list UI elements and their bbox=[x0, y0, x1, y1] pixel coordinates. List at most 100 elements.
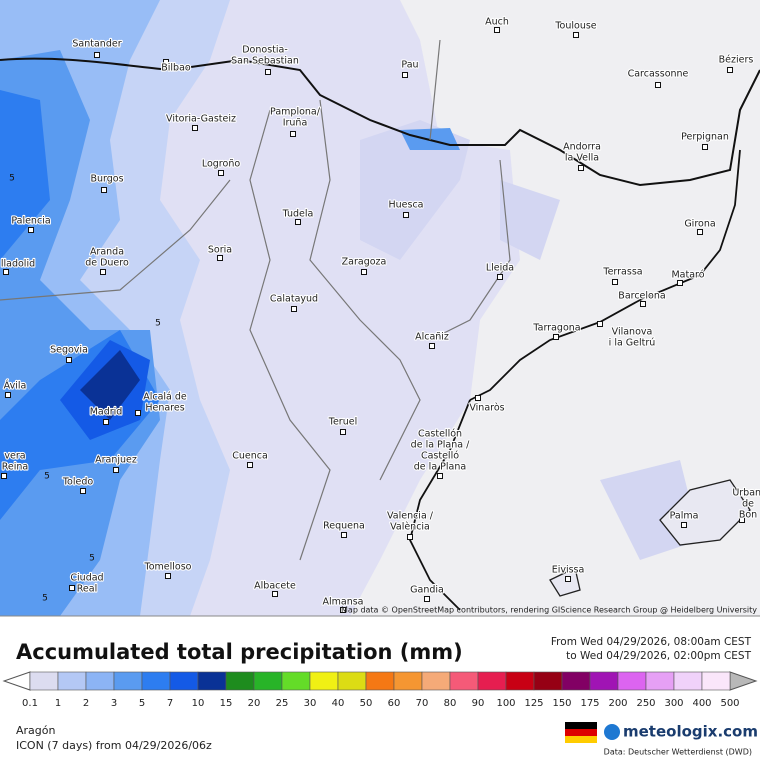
legend-label: 125 bbox=[524, 698, 543, 709]
city-marker bbox=[677, 280, 683, 286]
city-label: Bon bbox=[739, 510, 757, 521]
city-marker bbox=[437, 473, 443, 479]
legend-swatch bbox=[365, 671, 395, 691]
legend-label: 0.1 bbox=[22, 698, 38, 709]
city-marker bbox=[681, 522, 687, 528]
city-marker bbox=[3, 269, 9, 275]
city-marker bbox=[290, 131, 296, 137]
brand-logo bbox=[604, 724, 620, 740]
city-label: Soria bbox=[208, 245, 232, 256]
city-marker bbox=[66, 357, 72, 363]
legend-swatch bbox=[701, 671, 731, 691]
city-marker bbox=[429, 343, 435, 349]
city-label: Zaragoza bbox=[342, 257, 387, 268]
city-marker bbox=[739, 517, 745, 523]
city-marker bbox=[113, 467, 119, 473]
city-marker bbox=[103, 419, 109, 425]
legend-label: 30 bbox=[304, 698, 317, 709]
legend-swatch bbox=[29, 671, 59, 691]
model-info: ICON (7 days) from 04/29/2026/06z bbox=[16, 739, 212, 752]
legend-label: 25 bbox=[276, 698, 289, 709]
legend-label: 150 bbox=[552, 698, 571, 709]
city-label: Terrassa bbox=[602, 267, 642, 278]
city-label: Eivissa bbox=[552, 565, 585, 576]
city-marker bbox=[475, 395, 481, 401]
city-label: Teruel bbox=[328, 417, 357, 428]
city-label: Ciudad bbox=[70, 573, 103, 584]
city-label: Almansa bbox=[322, 597, 363, 608]
contour-label: 5 bbox=[9, 174, 15, 184]
city-marker bbox=[247, 462, 253, 468]
city-label: Palma bbox=[670, 511, 699, 522]
city-label: Real bbox=[77, 584, 97, 595]
brand[interactable]: meteologix.com bbox=[623, 723, 758, 741]
legend-label: 20 bbox=[248, 698, 261, 709]
legend-swatch bbox=[169, 671, 199, 691]
city-label: San Sebastian bbox=[231, 56, 299, 67]
legend-arrow-high bbox=[729, 671, 758, 691]
city-label: València bbox=[390, 522, 430, 533]
city-marker bbox=[272, 591, 278, 597]
city-label: Toulouse bbox=[554, 21, 596, 32]
city-label: Alcalá de bbox=[143, 392, 187, 403]
city-label: Santander bbox=[72, 39, 121, 50]
city-marker bbox=[217, 255, 223, 261]
legend-swatch bbox=[477, 671, 507, 691]
city-marker bbox=[135, 410, 141, 416]
coastline bbox=[409, 149, 741, 611]
city-label: Gandia bbox=[410, 585, 444, 596]
city-marker bbox=[165, 573, 171, 579]
city-label: Andorra bbox=[563, 142, 601, 153]
city-marker bbox=[702, 144, 708, 150]
city-label: Pamplona/ bbox=[270, 107, 321, 118]
border-france-spain bbox=[0, 57, 760, 187]
city-marker bbox=[341, 532, 347, 538]
legend-swatch bbox=[57, 671, 87, 691]
city-label: Reina bbox=[2, 462, 29, 473]
city-marker bbox=[28, 227, 34, 233]
legend-label: 2 bbox=[83, 698, 89, 709]
city-marker bbox=[340, 607, 346, 613]
city-label: Tarragona bbox=[532, 323, 580, 334]
city-marker bbox=[80, 488, 86, 494]
time-to: to Wed 04/29/2026, 02:00pm CEST bbox=[566, 650, 751, 662]
legend-swatch bbox=[505, 671, 535, 691]
city-label: de bbox=[742, 499, 754, 510]
city-marker bbox=[163, 59, 169, 65]
legend-label: 200 bbox=[608, 698, 627, 709]
city-label: Albacete bbox=[254, 581, 296, 592]
legend-label: 400 bbox=[692, 698, 711, 709]
city-marker bbox=[94, 52, 100, 58]
city-label: Donostia- bbox=[242, 45, 288, 56]
city-marker bbox=[340, 429, 346, 435]
legend-label: 80 bbox=[444, 698, 457, 709]
city-marker bbox=[1, 473, 7, 479]
city-marker bbox=[402, 72, 408, 78]
legend-swatch bbox=[561, 671, 591, 691]
city-marker bbox=[265, 69, 271, 75]
legend-swatch bbox=[309, 671, 339, 691]
city-marker bbox=[403, 212, 409, 218]
legend-label: 40 bbox=[332, 698, 345, 709]
city-label: Girona bbox=[684, 219, 715, 230]
city-marker bbox=[640, 301, 646, 307]
city-label: Barcelona bbox=[618, 291, 665, 302]
legend-label: 100 bbox=[496, 698, 515, 709]
legend-swatch bbox=[197, 671, 227, 691]
city-marker bbox=[361, 269, 367, 275]
flag-gold bbox=[565, 736, 597, 743]
legend-swatch bbox=[393, 671, 423, 691]
city-label: Aranjuez bbox=[95, 455, 137, 466]
city-marker bbox=[291, 306, 297, 312]
city-label: Valencia / bbox=[387, 511, 434, 522]
legend-arrow-low bbox=[2, 671, 31, 691]
city-marker bbox=[573, 32, 579, 38]
city-label: Urbani bbox=[732, 488, 760, 499]
city-marker bbox=[655, 82, 661, 88]
city-label: Cuenca bbox=[232, 451, 268, 462]
map: Santander Bilbao Donostia-San Sebastian Pau… bbox=[0, 0, 760, 616]
city-label: Castellón bbox=[418, 429, 462, 440]
city-label: de la Plana / bbox=[411, 440, 470, 451]
legend-swatch bbox=[645, 671, 675, 691]
